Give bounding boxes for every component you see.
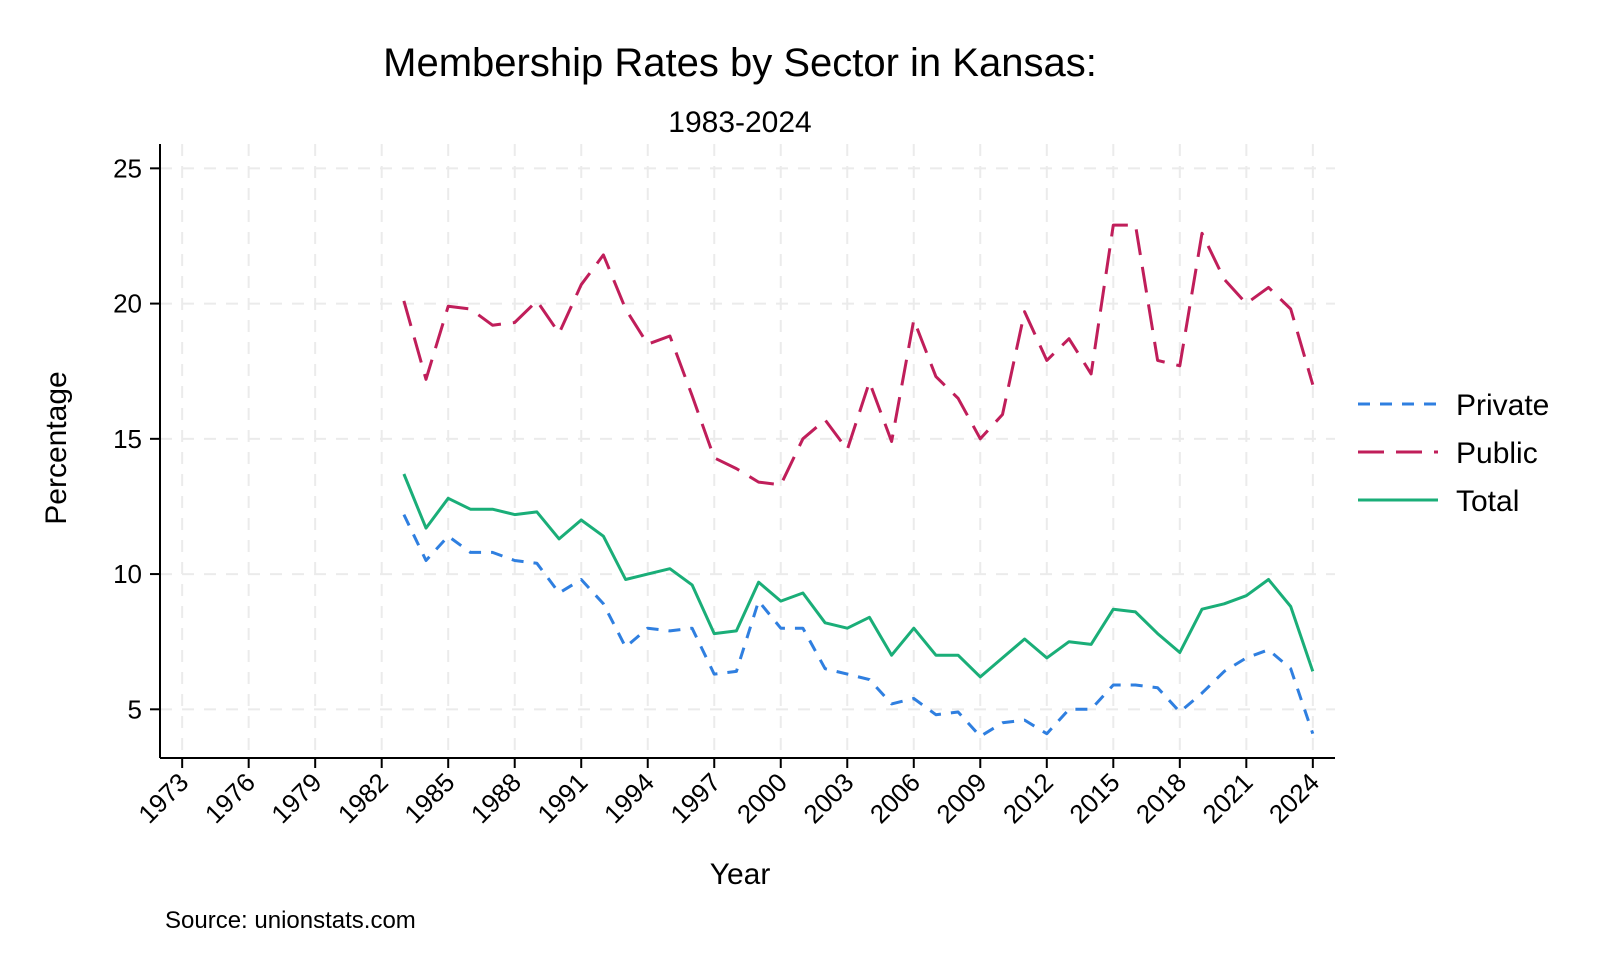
x-tick-label-2018: 2018 <box>1130 767 1192 829</box>
legend-label-public: Public <box>1456 437 1538 470</box>
y-tick-label-20: 20 <box>113 289 142 319</box>
x-tick-label-1997: 1997 <box>664 767 726 829</box>
x-tick-label-1979: 1979 <box>265 767 327 829</box>
chart-subtitle: 1983-2024 <box>668 106 811 139</box>
x-tick-labels: 1973 1976 1979 1982 1985 1988 1991 1994 1997 2000… <box>132 767 1325 829</box>
chart-title: Membership Rates by Sector in Kansas: <box>383 41 1097 85</box>
source-note: Source: unionstats.com <box>165 907 416 934</box>
axes <box>150 144 1335 768</box>
series-line-public <box>402 223 1315 487</box>
x-tick-label-2009: 2009 <box>930 767 992 829</box>
y-tick-label-5: 5 <box>128 694 142 724</box>
x-tick-label-2003: 2003 <box>797 767 859 829</box>
legend: Private Public Total <box>1358 389 1549 518</box>
x-tick-label-1988: 1988 <box>465 767 527 829</box>
legend-label-private: Private <box>1456 389 1549 422</box>
x-tick-label-1982: 1982 <box>332 767 394 829</box>
y-tick-label-15: 15 <box>113 424 142 454</box>
y-axis-label: Percentage <box>40 371 73 524</box>
x-tick-label-1973: 1973 <box>132 767 194 829</box>
y-tick-label-10: 10 <box>113 559 142 589</box>
x-tick-label-2024: 2024 <box>1263 767 1325 829</box>
x-tick-label-2021: 2021 <box>1196 767 1258 829</box>
series-line-total <box>402 473 1315 679</box>
x-tick-label-2015: 2015 <box>1063 767 1125 829</box>
x-tick-label-1994: 1994 <box>598 767 660 829</box>
grid-lines <box>160 144 1335 758</box>
series-line-private <box>402 513 1315 738</box>
x-tick-label-1985: 1985 <box>398 767 460 829</box>
y-tick-labels: 5 10 15 20 25 <box>113 153 142 724</box>
x-tick-label-1976: 1976 <box>199 767 261 829</box>
y-tick-label-25: 25 <box>113 153 142 183</box>
x-tick-label-2012: 2012 <box>997 767 1059 829</box>
x-tick-label-2000: 2000 <box>731 767 793 829</box>
x-tick-label-1991: 1991 <box>531 767 593 829</box>
series-layer <box>402 223 1315 738</box>
x-axis-label: Year <box>710 858 771 891</box>
x-tick-label-2006: 2006 <box>864 767 926 829</box>
legend-label-total: Total <box>1456 485 1519 518</box>
